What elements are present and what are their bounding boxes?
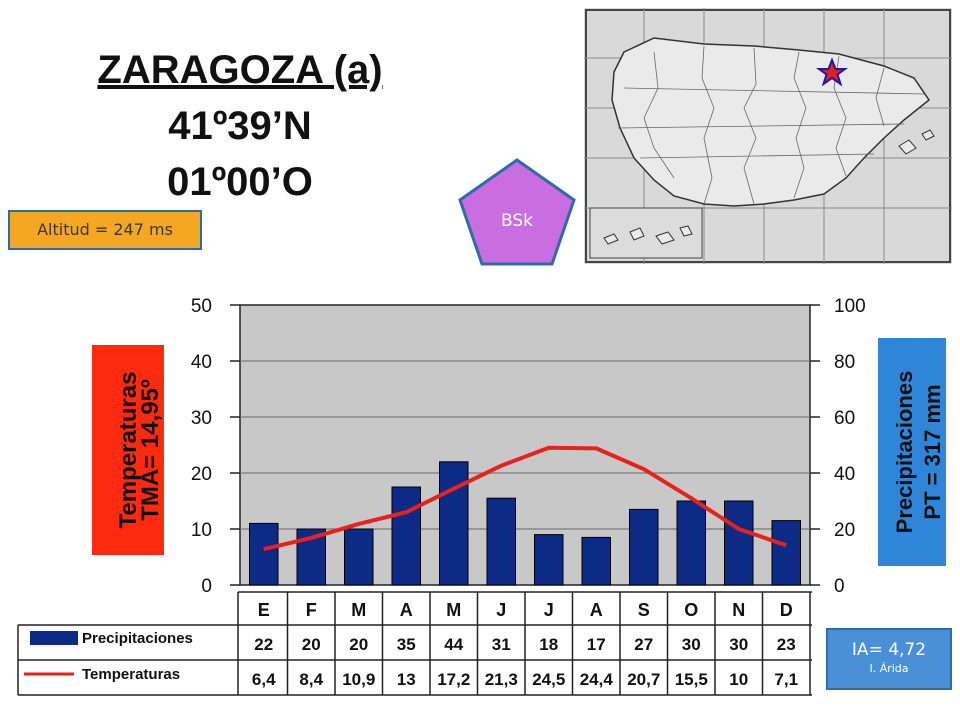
aridity-class: I. Árida — [869, 662, 909, 675]
precipitation-axis-label: Precipitaciones — [892, 371, 917, 534]
pt-label: PT = 317 mm — [920, 384, 945, 519]
temp-value: 10 — [729, 670, 748, 689]
peninsula-outline — [611, 37, 931, 207]
precip-bar — [439, 461, 469, 586]
precip-value: 30 — [729, 635, 748, 654]
pentagon-shape — [458, 158, 576, 266]
temp-value: 6,4 — [252, 670, 276, 689]
temperature-line — [263, 445, 787, 552]
table-columns — [286, 592, 811, 695]
precip-bar — [249, 522, 279, 586]
precip-value: 22 — [254, 635, 273, 654]
precip-value: 31 — [492, 635, 511, 654]
temp-value: 20,7 — [627, 670, 660, 689]
aridity-index: IA= 4,72 — [851, 640, 927, 660]
month-label: A — [590, 600, 603, 620]
precip-bar — [581, 536, 611, 586]
precip-bar — [391, 486, 421, 586]
month-label: M — [351, 600, 366, 620]
station-name: ZARAGOZA (a) — [97, 48, 383, 92]
precip-legend-swatch — [30, 631, 78, 645]
month-label: S — [638, 600, 650, 620]
right-tick-label: 40 — [834, 464, 855, 485]
tma-label: TMA= 14,95º — [137, 379, 164, 521]
precip-legend-label: Precipitaciones — [82, 630, 193, 647]
temp-legend-label: Temperaturas — [82, 666, 180, 683]
month-label: A — [400, 600, 413, 620]
balearic-islands — [898, 129, 935, 155]
iberia-map — [584, 8, 952, 264]
precip-value: 27 — [634, 635, 653, 654]
precip-bar — [486, 497, 516, 586]
climate-badge: BSk — [458, 158, 576, 266]
right-axis-ticks: 0 20 40 60 80 100 — [810, 296, 866, 597]
precip-value: 35 — [397, 635, 416, 654]
left-tick-label: 0 — [201, 576, 212, 597]
month-label: E — [258, 600, 270, 620]
temp-value: 24,4 — [580, 670, 614, 689]
month-label: J — [496, 600, 506, 620]
aridity-index-box: IA= 4,72 I. Árida — [826, 628, 952, 690]
precip-bar — [534, 534, 564, 586]
precip-bar — [676, 500, 706, 586]
temp-value: 13 — [397, 670, 416, 689]
climograph: 0 10 20 30 40 50 0 20 40 60 80 100 Temperaturas TM… — [17, 296, 946, 696]
precip-value: 18 — [539, 635, 558, 654]
month-label: O — [684, 600, 698, 620]
table-values: E F M A M J J A S O N D 22 20 20 35 44 31 18 17 27 30 30 23 6,4 8… — [252, 600, 798, 689]
left-axis-ticks: 0 10 20 30 40 50 — [191, 296, 240, 597]
left-tick-label: 10 — [191, 520, 212, 541]
temperature-polyline — [263, 445, 787, 552]
right-tick-label: 60 — [834, 408, 855, 429]
precip-bar — [344, 528, 374, 586]
month-label: N — [732, 600, 745, 620]
temp-value: 7,1 — [774, 670, 798, 689]
left-tick-label: 40 — [191, 352, 212, 373]
precip-bar — [771, 520, 801, 586]
precip-value: 23 — [777, 635, 796, 654]
left-tick-label: 30 — [191, 408, 212, 429]
temp-value: 10,9 — [342, 670, 375, 689]
precip-value: 20 — [302, 635, 321, 654]
right-tick-label: 20 — [834, 520, 855, 541]
canary-islands — [603, 225, 693, 245]
precip-value: 30 — [682, 635, 701, 654]
altitude-badge: Altitud = 247 ms — [8, 210, 202, 250]
left-tick-label: 50 — [191, 296, 212, 317]
temp-value: 17,2 — [437, 670, 470, 689]
month-label: D — [780, 600, 793, 620]
precip-value: 17 — [587, 635, 606, 654]
right-tick-label: 80 — [834, 352, 855, 373]
title-block: ZARAGOZA (a) 41º39’N 01º00’O — [40, 40, 440, 210]
precip-value: 20 — [349, 635, 368, 654]
latitude: 41º39’N — [168, 104, 312, 148]
precipitation-label-box — [878, 338, 946, 566]
right-tick-label: 0 — [834, 576, 845, 597]
precip-bar — [629, 508, 659, 586]
temp-value: 15,5 — [675, 670, 708, 689]
plot-area — [239, 304, 811, 586]
location-star-icon — [815, 57, 849, 87]
climate-code: BSk — [501, 211, 533, 231]
temp-value: 21,3 — [485, 670, 518, 689]
month-label: J — [544, 600, 554, 620]
temperature-label-box — [92, 345, 164, 555]
left-tick-label: 20 — [191, 464, 212, 485]
temp-value: 8,4 — [299, 670, 323, 689]
precip-bar — [724, 500, 754, 586]
right-tick-label: 100 — [834, 296, 866, 317]
longitude: 01º00’O — [167, 160, 313, 204]
precipitation-bars — [249, 461, 801, 586]
month-label: F — [306, 600, 317, 620]
temperature-axis-label: Temperaturas — [115, 372, 142, 529]
temp-value: 24,5 — [532, 670, 565, 689]
month-label: M — [446, 600, 461, 620]
precip-value: 44 — [444, 635, 463, 654]
data-table: E F M A M J J A S O N D 22 20 20 35 44 31 18 17 27 30 30 23 6,4 8… — [17, 591, 812, 696]
